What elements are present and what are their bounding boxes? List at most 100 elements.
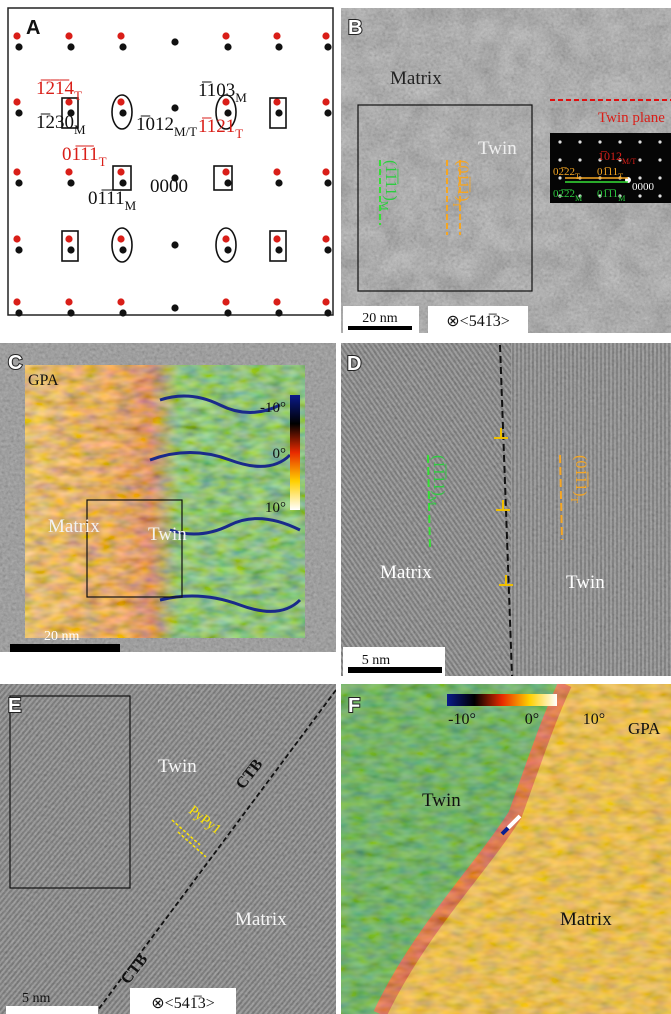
scale-bar (348, 667, 442, 673)
spot (322, 168, 329, 175)
panel-label: B (348, 17, 362, 39)
spot (578, 158, 581, 161)
matrix-label: Matrix (390, 68, 442, 89)
method-label: GPA (28, 372, 59, 389)
index: 01̅1̅1̅ (88, 188, 130, 209)
index: 1̅2̅1̅4 (36, 78, 75, 99)
spot (658, 194, 661, 197)
index: 1̅230 (36, 112, 74, 133)
index-sub: T (235, 126, 243, 141)
spot (275, 246, 282, 253)
scale-bar (6, 1006, 98, 1014)
saed-inset: 1̅012M/T 02̅22T 01̅11T 02̅2̅2M 01̅1̅1M 0… (550, 133, 671, 203)
plane: (1̅1̅11) (382, 160, 399, 201)
spot (13, 32, 20, 39)
spot (119, 309, 126, 316)
scale-bar (348, 326, 412, 330)
spot (273, 168, 280, 175)
index-label: 0000 (150, 176, 188, 197)
spot (638, 194, 641, 197)
twin-label: Twin (422, 790, 461, 811)
panel-label: C (8, 352, 22, 374)
matrix-label: Matrix (380, 562, 432, 583)
spot (578, 140, 581, 143)
spot (65, 168, 72, 175)
twin-label: Twin (478, 138, 517, 159)
index-sub: M/T (622, 157, 636, 166)
spot (67, 179, 74, 186)
spot (13, 235, 20, 242)
panel-c: -10° 0° 10° GPA Matrix Twin 20 nm C (0, 343, 336, 652)
spot (171, 104, 178, 111)
index-sub: M (125, 198, 137, 213)
spot (117, 32, 124, 39)
spot (598, 140, 601, 143)
spot (15, 246, 22, 253)
plane: (01̅1̅1) (572, 455, 589, 496)
spot (13, 168, 20, 175)
spot (322, 98, 329, 105)
matrix-label: Matrix (235, 909, 287, 930)
plane-sub: T (568, 496, 580, 503)
spot (65, 298, 72, 305)
spot (15, 179, 22, 186)
spot (13, 98, 20, 105)
spot (638, 140, 641, 143)
index: 1̅012 (598, 149, 622, 163)
spot (67, 309, 74, 316)
panel-label: D (347, 353, 361, 375)
index-sub: M (235, 90, 247, 105)
index: 01̅11 (597, 166, 618, 178)
spot (171, 304, 178, 311)
spot (273, 32, 280, 39)
index: 0000 (150, 176, 188, 197)
figure: A 1̅2̅1̅4T 1̅230M 1̅012M/T 1̅103M 1̅121T… (0, 0, 671, 1014)
spot (558, 140, 561, 143)
spot (222, 32, 229, 39)
scale-label: 20 nm (44, 629, 80, 644)
panel-label: A (26, 17, 40, 39)
index-sub: M (618, 194, 625, 203)
spot (117, 98, 124, 105)
colorbar-label: 10° (265, 500, 286, 516)
scale-label: 5 nm (22, 991, 51, 1006)
spot (324, 309, 331, 316)
scale-label: 20 nm (362, 311, 398, 326)
index: 0000 (632, 181, 655, 193)
spot (324, 43, 331, 50)
spot (222, 168, 229, 175)
spot (222, 235, 229, 242)
index-sub: T (618, 172, 623, 181)
spot (224, 43, 231, 50)
index: 1̅121 (198, 116, 235, 137)
scale-label: 5 nm (362, 653, 391, 668)
spot (638, 176, 641, 179)
index-sub: T (99, 154, 107, 169)
panel-label: F (348, 695, 360, 717)
spot (13, 298, 20, 305)
plane: (1̅1̅11) (430, 455, 447, 496)
spot (322, 235, 329, 242)
spot (171, 241, 178, 248)
panel-e: Twin CTB CTB PyPy1 Matrix 5 nm ⊗<541̅3> … (0, 684, 336, 1014)
method-label: GPA (628, 719, 661, 738)
spot (65, 32, 72, 39)
plane-sub: T (450, 201, 462, 208)
spot (224, 246, 231, 253)
twin-label: Twin (148, 524, 187, 545)
panel-a: A 1̅2̅1̅4T 1̅230M 1̅012M/T 1̅103M 1̅121T… (8, 8, 333, 317)
spot (119, 179, 126, 186)
panel-frame (8, 8, 333, 315)
zone-axis: ⊗<541̅3> (151, 995, 214, 1012)
scale-bar (10, 644, 120, 652)
spot (15, 309, 22, 316)
index: 1̅103 (198, 80, 235, 101)
spot (558, 158, 561, 161)
texture (0, 684, 336, 1014)
plane: (01̅1̅1) (454, 160, 471, 201)
spot (67, 43, 74, 50)
panel-f: -10° 0° 10° GPA Twin Matrix F (341, 684, 671, 1014)
panel-b: Twin plane Matrix Twin (1̅1̅11)M (01̅1̅1… (341, 8, 671, 333)
spot (15, 109, 22, 116)
spot (324, 109, 331, 116)
